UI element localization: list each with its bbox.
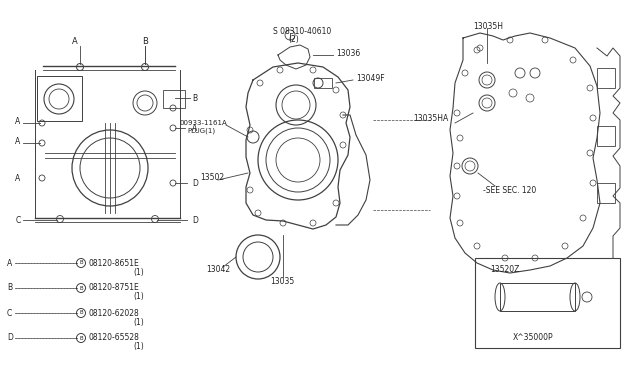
Bar xyxy=(597,126,615,146)
Text: 13049F: 13049F xyxy=(356,74,385,83)
Text: 00933-1161A: 00933-1161A xyxy=(180,120,228,126)
Text: (1): (1) xyxy=(133,267,144,276)
Text: D: D xyxy=(192,179,198,187)
Text: B: B xyxy=(192,93,197,103)
Text: 08120-8751E: 08120-8751E xyxy=(88,283,139,292)
Text: 13035: 13035 xyxy=(270,276,294,285)
Text: 13036: 13036 xyxy=(336,48,360,58)
Text: B: B xyxy=(79,285,83,291)
Text: B: B xyxy=(142,36,148,45)
Text: A: A xyxy=(15,116,20,125)
Text: A: A xyxy=(7,259,12,267)
Text: (1): (1) xyxy=(133,292,144,301)
Text: A: A xyxy=(192,124,197,132)
Bar xyxy=(37,76,82,121)
Text: B: B xyxy=(79,311,83,315)
Text: 13035HA: 13035HA xyxy=(413,113,448,122)
Text: B: B xyxy=(7,283,12,292)
Text: 13042: 13042 xyxy=(206,264,230,273)
Text: S 08310-40610: S 08310-40610 xyxy=(273,26,332,35)
Text: C: C xyxy=(15,215,20,224)
Bar xyxy=(500,283,575,311)
Text: D: D xyxy=(192,215,198,224)
Text: (1): (1) xyxy=(133,317,144,327)
Text: (1): (1) xyxy=(133,343,144,352)
Bar xyxy=(314,78,332,88)
Text: A: A xyxy=(15,173,20,183)
Text: (2): (2) xyxy=(288,35,299,44)
Text: C: C xyxy=(7,308,12,317)
Text: 13520Z: 13520Z xyxy=(490,266,520,275)
Text: 08120-8651E: 08120-8651E xyxy=(88,259,139,267)
Bar xyxy=(597,68,615,88)
Bar xyxy=(163,90,185,108)
Text: A: A xyxy=(15,137,20,145)
Text: -SEE SEC. 120: -SEE SEC. 120 xyxy=(483,186,536,195)
Text: PLUG(1): PLUG(1) xyxy=(187,128,215,134)
Text: D: D xyxy=(7,334,13,343)
Text: 08120-65528: 08120-65528 xyxy=(88,334,139,343)
Text: B: B xyxy=(79,260,83,266)
Bar xyxy=(597,183,615,203)
Text: A: A xyxy=(72,36,78,45)
Bar xyxy=(475,258,620,348)
Text: 13035H: 13035H xyxy=(473,22,503,31)
Text: 13502: 13502 xyxy=(200,173,224,182)
Text: B: B xyxy=(79,336,83,340)
Text: X^35000P: X^35000P xyxy=(513,334,554,343)
Text: 08120-62028: 08120-62028 xyxy=(88,308,139,317)
